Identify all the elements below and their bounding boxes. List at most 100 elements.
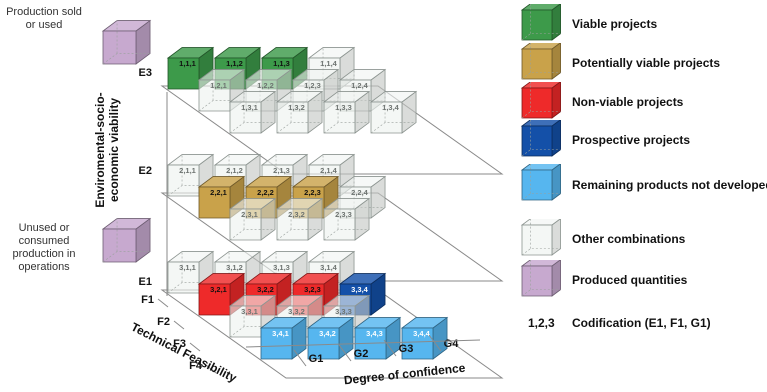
g-axis-line (245, 339, 481, 348)
e-level-label: E1 (139, 276, 152, 288)
cube-code-label: 3,4,2 (319, 329, 336, 338)
produced-cube-top (101, 19, 152, 65)
f-tick-line (157, 298, 169, 308)
f-level-label: F2 (157, 316, 170, 328)
cube-3-1-1-front (167, 261, 200, 294)
g-level-label: G1 (309, 353, 324, 365)
e-level-label: E3 (139, 67, 152, 79)
cube-3-1-1-hidden-edge (167, 282, 214, 294)
cube-1-3-2 (275, 90, 324, 134)
cube-3-4-2 (306, 316, 355, 360)
g-tick-line (428, 334, 442, 352)
legend-item-potentially-viable: Potentially viable projects (520, 43, 765, 81)
production-sold-note: Production sold or used (6, 6, 82, 31)
cube-code-label: 1,3,3 (335, 103, 352, 112)
g-level-label: G2 (354, 348, 369, 360)
produced-swatch-icon (520, 260, 561, 297)
f-tick-line (189, 342, 201, 352)
cube-1-1-1-front (167, 57, 200, 90)
cube-code-label: 1,1,4 (320, 59, 338, 68)
cube-3-3-1 (228, 294, 277, 338)
cube-code-label: 3,3,2 (288, 307, 305, 316)
cube-layer: 1,1,1 1,1,2 1,1,3 1,1,4 1,2,1 1,2,2 1,2,3 1,2,4… (166, 46, 449, 360)
legend-label: Viable projects (572, 17, 658, 31)
cube-code-label: 2,2,4 (351, 188, 369, 197)
cube-code-label: 3,3,4 (351, 285, 369, 294)
vertical-axis-title: Enviromental-socio-economic viability (93, 92, 121, 207)
cube-1-2-1-hidden-edge (198, 100, 245, 112)
cube-code-label: 3,1,1 (179, 263, 196, 272)
legend-cube-front (521, 9, 553, 41)
prospective-swatch-icon (520, 120, 561, 157)
legend-cube-front (521, 224, 553, 256)
cube-code-label: 1,2,2 (257, 81, 274, 90)
codification-label: Codification (E1, F1, G1) (572, 316, 711, 330)
legend-label: Potentially viable projects (572, 56, 721, 70)
cube-code-label: 2,2,3 (304, 188, 321, 197)
g-tick-line (338, 344, 352, 362)
cube-code-label: 1,2,1 (210, 81, 227, 90)
cube-2-2-1-front (198, 186, 231, 219)
cube-2-3-1 (228, 197, 277, 241)
cube-code-label: 3,4,1 (272, 329, 289, 338)
legend-cube (520, 164, 561, 201)
cube-3-3-1-hidden-edge (229, 326, 276, 338)
cube-code-label: 2,1,1 (179, 166, 196, 175)
cube-1-3-1-front (229, 101, 262, 134)
cube-3-2-1-front (198, 283, 231, 316)
f-level-label: F1 (141, 294, 154, 306)
legend-label: Non-viable projects (572, 95, 684, 109)
legend-cube-front (521, 169, 553, 201)
cube-code-label: 2,3,2 (288, 210, 305, 219)
cube-code-label: 2,1,4 (320, 166, 338, 175)
cube-code-label: 1,3,1 (241, 103, 258, 112)
cube-code-label: 3,1,2 (226, 263, 243, 272)
f-tick-line (205, 364, 217, 374)
cube-2-3-1-hidden-edge (229, 229, 276, 241)
cube-code-label: 2,2,2 (257, 188, 274, 197)
viable-swatch-icon (520, 4, 561, 41)
produced-cube-top-hidden-edge (102, 53, 151, 65)
cube-1-3-3-hidden-edge (323, 122, 370, 134)
cube-code-label: 1,3,2 (288, 103, 305, 112)
g-level-label: G3 (399, 343, 414, 355)
cube-2-3-1-front (229, 208, 262, 241)
cube-code-label: 2,1,3 (273, 166, 290, 175)
cube-3-4-4 (400, 316, 449, 360)
cube-code-label: 1,2,4 (351, 81, 369, 90)
cube-3-3-1-front (229, 305, 262, 338)
legend-cube (520, 219, 561, 256)
legend-cube (520, 260, 561, 297)
cube-code-label: 3,2,3 (304, 285, 321, 294)
f-level-label: F4 (189, 360, 203, 372)
g-tick-line (293, 349, 307, 367)
legend-cube-front (521, 87, 553, 119)
cube-code-label: 3,4,3 (366, 329, 383, 338)
cube-code-label: 2,3,3 (335, 210, 352, 219)
cube-1-3-2-front (276, 101, 309, 134)
legend-label: Produced quantities (572, 273, 688, 287)
legend-cube (520, 82, 561, 119)
cube-1-3-4 (369, 90, 418, 134)
other-swatch-icon (520, 219, 561, 256)
f-level-label: F3 (173, 338, 186, 350)
legend-item-produced: Produced quantities (520, 260, 765, 298)
legend-item-codification: 1,2,3 Codification (E1, F1, G1) (520, 312, 765, 348)
non-viable-swatch-icon (520, 82, 561, 119)
legend-cube-front (521, 125, 553, 157)
cube-2-3-3-hidden-edge (323, 229, 370, 241)
cube-3-4-1 (259, 316, 308, 360)
legend-cube-front (521, 265, 553, 297)
cube-code-label: 1,3,4 (382, 103, 400, 112)
cube-1-3-4-front (370, 101, 403, 134)
cube-code-label: 3,1,4 (320, 263, 338, 272)
cube-3-4-4-front (401, 327, 434, 360)
e-level-label: E2 (139, 165, 152, 177)
remaining-swatch-icon (520, 164, 561, 201)
cube-code-label: 1,1,1 (179, 59, 196, 68)
cube-code-label: 3,2,2 (257, 285, 274, 294)
cube-code-label: 3,3,1 (241, 307, 258, 316)
cube-code-label: 3,4,4 (413, 329, 431, 338)
legend-cube (520, 4, 561, 41)
